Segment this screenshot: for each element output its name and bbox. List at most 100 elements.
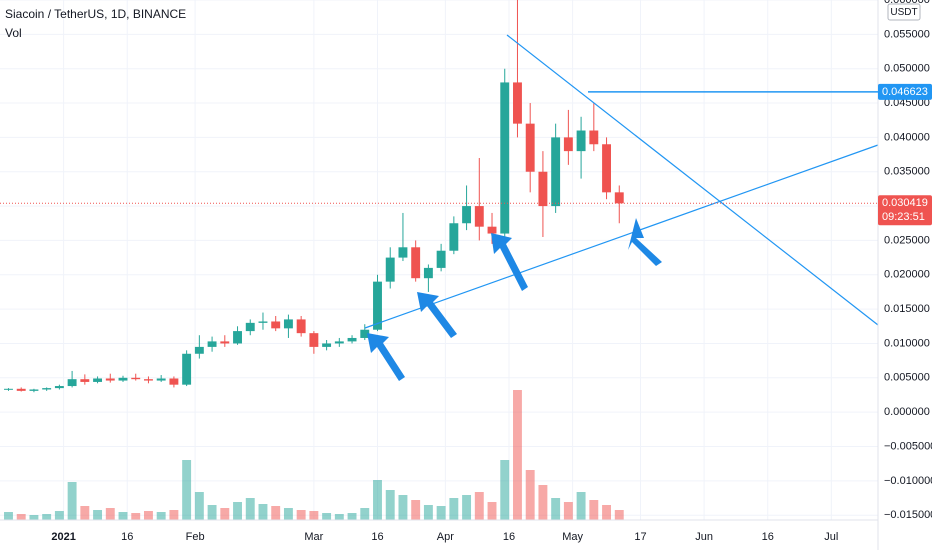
volume-bar [436,506,446,520]
candle-body [589,130,599,145]
candle-body [614,192,624,204]
x-tick-label: Apr [437,531,454,543]
volume-bar [309,511,319,520]
candle-body [54,386,64,389]
candle-body [245,322,255,332]
y-tick-label: 0.010000 [884,337,930,349]
volume-bar [398,495,408,520]
candle-body [194,346,204,354]
volume-bar [296,510,306,520]
volume-bar [93,510,103,520]
candle-body [93,378,103,382]
chart-title: Siacoin / TetherUS, 1D, BINANCE [5,7,186,21]
volume-bar [551,498,561,520]
candle-body [309,333,319,347]
volume-bar [576,492,586,520]
price-tag [878,83,932,100]
candle-body [105,378,115,381]
candle-body [474,206,484,227]
volume-bar [385,490,395,520]
candle-body [169,378,179,385]
candle-body [563,137,573,152]
volume-bar [42,514,52,520]
y-tick-label: −0.015000 [884,509,932,521]
volume-bar [105,508,115,520]
volume-bar [513,390,522,520]
arrow [628,218,662,266]
volume-bar [474,492,484,520]
volume-bar [602,505,611,520]
volume-bar [347,513,357,520]
volume-bar [118,512,128,520]
y-tick-label: −0.010000 [884,475,932,487]
candle-body [16,388,26,391]
volume-bar [29,515,39,520]
trend-line [506,34,879,326]
candle-body [602,144,611,193]
x-tick-label: 16 [371,531,383,543]
candle-body [576,130,586,152]
candle-body [42,388,52,390]
y-tick-label: 0.050000 [884,63,930,75]
candle-body [207,341,217,347]
y-tick-label: 0.040000 [884,131,930,143]
x-tick-label: 17 [634,531,646,543]
x-tick-label: Mar [304,531,323,543]
volume-bar [220,508,230,520]
x-tick-label: Jul [824,531,838,543]
price-tag-label: 0.046623 [882,86,928,98]
y-tick-label: 0.000000 [884,406,930,418]
volume-bar [462,495,472,520]
volume-bar [614,510,624,520]
candle-body [423,267,433,279]
x-tick-label: Jun [695,531,713,543]
x-tick-label: 16 [121,531,133,543]
candle-body [360,329,370,338]
candle-body [233,331,242,344]
candle-body [296,319,306,334]
volume-bar [423,505,433,520]
volume-bar [334,514,344,520]
x-tick-label: 16 [503,531,515,543]
y-tick-label: 0.015000 [884,303,930,315]
candle-body [538,171,548,207]
candle-body [462,206,472,224]
candle-body [4,388,13,390]
volume-bar [258,504,268,520]
candle-body [220,341,230,344]
candle-body [373,281,382,330]
candle-body [449,223,459,251]
volume-bar [169,510,179,520]
volume-bar [500,460,510,520]
candle-body [385,257,395,282]
y-tick-label: 0.045000 [884,97,930,109]
candle-body [80,379,90,382]
volume-bar [538,485,548,520]
candle-body [436,250,446,268]
arrows [367,218,662,381]
candle-body [283,319,293,329]
y-tick-label: 0.060000 [884,0,930,6]
y-tick-label: 0.005000 [884,372,930,384]
y-tick-label: −0.005000 [884,440,932,452]
volume-bar [156,512,166,520]
x-tick-label: Feb [186,531,205,543]
volume-bar [67,482,77,520]
currency-box [887,3,921,21]
candle-body [258,321,268,323]
candle-body [131,377,141,380]
volume-bar [525,470,535,520]
volume-bar [589,500,599,520]
x-tick-label: 16 [762,531,774,543]
volume-label: Vol [5,26,22,40]
x-tick-label: May [562,531,583,543]
volume-bar [449,498,459,520]
y-tick-label: 0.025000 [884,234,930,246]
candle-body [156,378,166,381]
arrow [417,292,457,338]
candle-body [322,343,332,347]
volume-bar [207,505,217,520]
volume-bar [563,502,573,520]
candle-body [29,389,39,391]
candle-body [398,247,408,258]
